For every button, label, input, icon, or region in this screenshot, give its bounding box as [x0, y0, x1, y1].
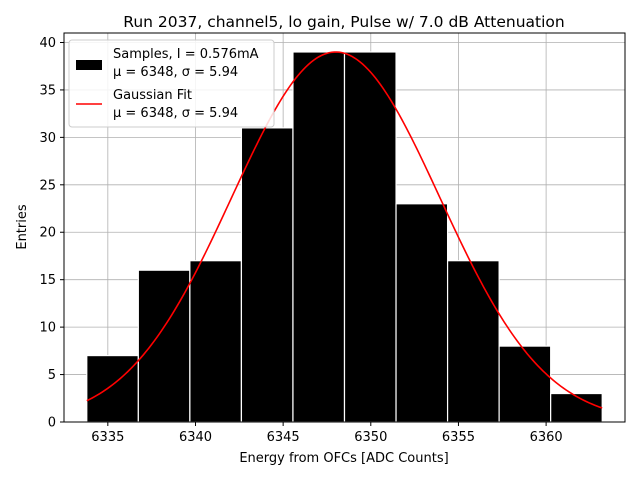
- histogram-bar: [550, 392, 603, 423]
- histogram-bar: [446, 260, 500, 423]
- y-tick-label: 0: [48, 416, 56, 431]
- histogram-bar: [498, 345, 552, 423]
- y-axis-ticks: 0 5 10 15 20 25 30 35 40: [39, 36, 64, 431]
- histogram-bar: [395, 203, 449, 423]
- legend: Samples, I = 0.576mA μ = 6348, σ = 5.94 …: [68, 39, 275, 128]
- y-tick-label: 20: [39, 226, 56, 241]
- gaussian-fit: [86, 51, 603, 409]
- legend-box: [68, 39, 275, 128]
- x-axis-ticks: 6335 6340 6345 6350 6355 6360: [91, 422, 563, 445]
- histogram-bar: [240, 127, 294, 423]
- histogram-bar: [137, 269, 191, 423]
- x-tick-label: 6355: [442, 430, 475, 445]
- legend-fit-label: Gaussian Fit: [113, 88, 192, 103]
- histogram-bar: [86, 354, 139, 423]
- x-tick-label: 6350: [354, 430, 387, 445]
- fit-curve: [86, 51, 603, 409]
- plot-frame: [63, 32, 626, 423]
- legend-samples-stats: μ = 6348, σ = 5.94: [113, 65, 238, 80]
- histogram-bar: [292, 51, 346, 423]
- chart-title: Run 2037, channel5, lo gain, Pulse w/ 7.…: [123, 13, 564, 31]
- histogram-bar: [343, 51, 397, 423]
- y-tick-label: 25: [39, 178, 56, 193]
- legend-samples-swatch: [76, 60, 102, 70]
- x-tick-label: 6345: [267, 430, 300, 445]
- x-axis-label: Energy from OFCs [ADC Counts]: [239, 451, 448, 466]
- y-tick-label: 30: [39, 131, 56, 146]
- y-tick-label: 35: [39, 83, 56, 98]
- histogram-bar: [189, 260, 243, 423]
- x-tick-label: 6360: [530, 430, 563, 445]
- legend-samples-label: Samples, I = 0.576mA: [113, 47, 259, 62]
- y-tick-label: 10: [39, 321, 56, 336]
- histogram-bars: [86, 51, 603, 423]
- x-tick-label: 6340: [179, 430, 212, 445]
- x-tick-label: 6335: [91, 430, 124, 445]
- y-tick-label: 40: [39, 36, 56, 51]
- legend-fit-stats: μ = 6348, σ = 5.94: [113, 106, 238, 121]
- y-tick-label: 15: [39, 273, 56, 288]
- y-axis-label: Entries: [15, 204, 30, 250]
- y-tick-label: 5: [48, 368, 56, 383]
